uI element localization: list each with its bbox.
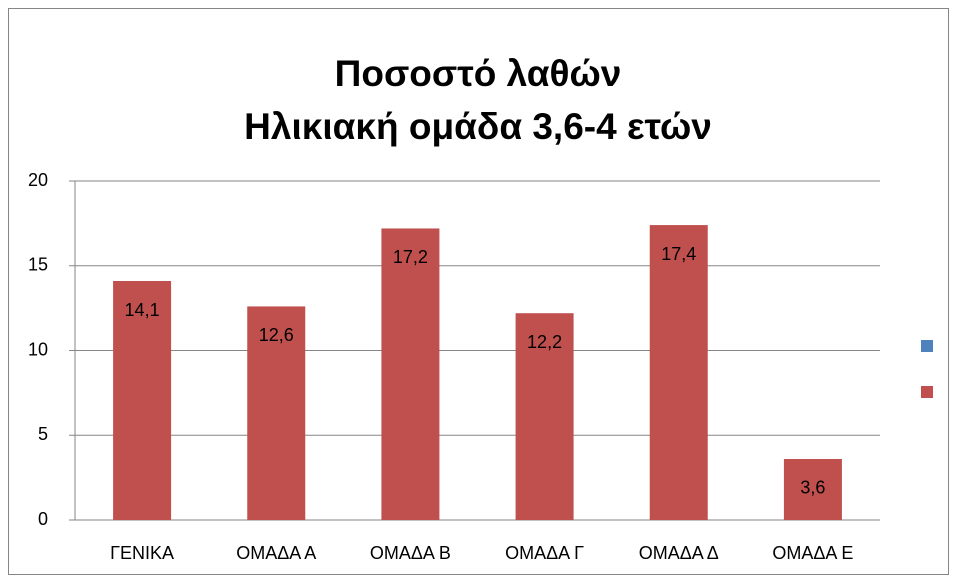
bar: [113, 281, 172, 520]
bar: [381, 228, 440, 520]
chart-subtitle: Ηλικιακή ομάδα 3,6-4 ετών: [244, 106, 712, 147]
y-tick-label: 15: [28, 255, 48, 275]
x-tick-label: ΟΜΑΔΑ Β: [370, 543, 451, 563]
bar: [783, 458, 842, 520]
value-label: 17,2: [393, 247, 428, 267]
y-tick-label: 5: [38, 424, 48, 444]
x-tick-label: ΓΕΝΙΚΑ: [110, 543, 174, 563]
y-tick-label: 20: [28, 170, 48, 190]
x-tick-label: ΟΜΑΔΑ Δ: [639, 543, 719, 563]
value-label: 17,4: [661, 244, 696, 264]
value-label: 14,1: [125, 300, 160, 320]
value-label: 12,2: [527, 332, 562, 352]
x-tick-label: ΟΜΑΔΑ Ε: [772, 543, 853, 563]
bar: [649, 225, 708, 520]
chart-title: Ποσοστό λαθών: [335, 53, 622, 94]
bar: [515, 313, 574, 520]
y-tick-label: 10: [28, 339, 48, 359]
bar: [247, 306, 306, 520]
y-tick-label: 0: [38, 509, 48, 529]
value-label: 12,6: [259, 325, 294, 345]
value-label: 3,6: [800, 478, 825, 498]
x-tick-label: ΟΜΑΔΑ Α: [236, 543, 316, 563]
x-tick-label: ΟΜΑΔΑ Γ: [505, 543, 584, 563]
legend-swatch: [921, 386, 933, 398]
legend-swatch: [921, 340, 933, 352]
